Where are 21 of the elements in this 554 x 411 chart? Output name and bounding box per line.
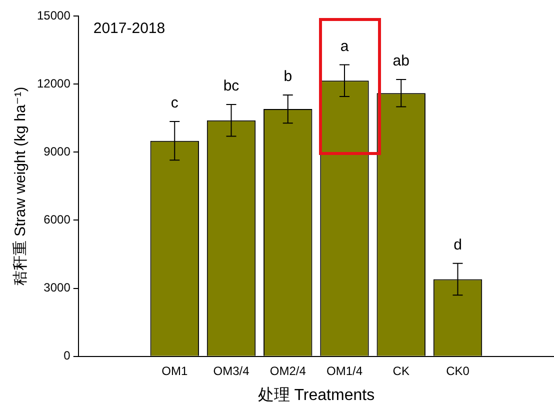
x-tick-label: OM1/4 bbox=[326, 364, 363, 378]
y-tick-label: 3000 bbox=[44, 280, 71, 295]
annotation: d bbox=[454, 236, 462, 254]
x-tick-label: OM3/4 bbox=[213, 364, 250, 378]
annotation: ab bbox=[392, 52, 410, 70]
annotation: bc bbox=[223, 78, 240, 95]
annotation: b bbox=[284, 68, 292, 86]
x-tick-label: OM1 bbox=[162, 364, 188, 378]
y-tick-label: 12000 bbox=[36, 76, 71, 90]
y-axis-title: 秸秆重 Straw weight (kg ha⁻¹) bbox=[12, 86, 30, 286]
y-tick-label: 0 bbox=[64, 348, 71, 363]
y-tick-label: 15000 bbox=[36, 8, 71, 22]
x-axis-title: 处理 Treatments bbox=[258, 386, 375, 404]
annotation: a bbox=[340, 38, 350, 55]
chart-title: 2017-2018 bbox=[93, 20, 166, 38]
x-tick-label: CK bbox=[392, 364, 410, 378]
y-tick-label: 6000 bbox=[44, 212, 71, 227]
x-tick-label: OM2/4 bbox=[270, 364, 306, 378]
x-tick-label: CK0 bbox=[446, 364, 470, 378]
annotation: c bbox=[170, 94, 179, 112]
y-tick-label: 9000 bbox=[44, 144, 71, 158]
